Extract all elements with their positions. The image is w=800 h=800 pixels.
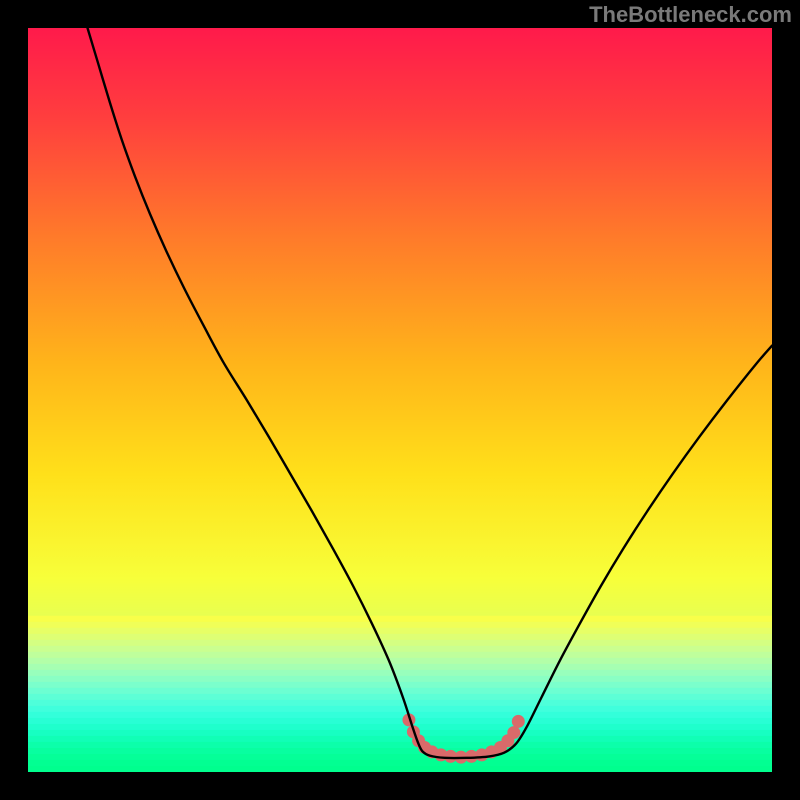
bottleneck-curve-chart <box>0 0 800 800</box>
watermark-text: TheBottleneck.com <box>589 2 792 28</box>
stripe-bands <box>28 616 772 773</box>
chart-frame: TheBottleneck.com <box>0 0 800 800</box>
